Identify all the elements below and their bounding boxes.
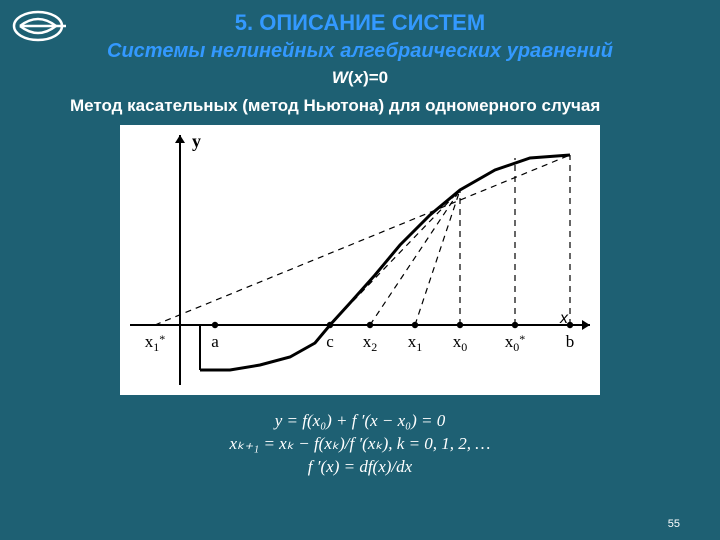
equation-header: W(x)=0 xyxy=(0,68,720,88)
slide-title: 5. ОПИСАНИЕ СИСТЕМ xyxy=(0,10,720,36)
svg-text:a: a xyxy=(211,332,219,351)
eq-W: W xyxy=(332,68,348,87)
formulas-block: y = f(x₀) + f ′(x − x₀) = 0 xₖ₊₁ = xₖ − … xyxy=(0,410,720,479)
x-axis-outer-label: x xyxy=(560,310,568,328)
eq-close: )=0 xyxy=(363,68,388,87)
slide: 5. ОПИСАНИЕ СИСТЕМ Системы нелинейных ал… xyxy=(0,0,720,540)
formula-line-2: xₖ₊₁ = xₖ − f(xₖ)/f ′(xₖ), k = 0, 1, 2, … xyxy=(0,433,720,456)
newton-method-figure: yx1*acx2x1x0x0*b xyxy=(120,125,600,395)
slide-subtitle: Системы нелинейных алгебраических уравне… xyxy=(0,40,720,63)
formula-line-1: y = f(x₀) + f ′(x − x₀) = 0 xyxy=(0,410,720,433)
figure-svg: yx1*acx2x1x0x0*b xyxy=(120,125,600,395)
svg-text:b: b xyxy=(566,332,575,351)
svg-text:y: y xyxy=(192,131,201,151)
formula-line-3: f ′(x) = df(x)/dx xyxy=(0,456,720,479)
method-caption: Метод касательных (метод Ньютона) для од… xyxy=(70,96,600,116)
page-number: 55 xyxy=(668,518,680,530)
svg-text:c: c xyxy=(326,332,334,351)
eq-x: x xyxy=(354,68,363,87)
